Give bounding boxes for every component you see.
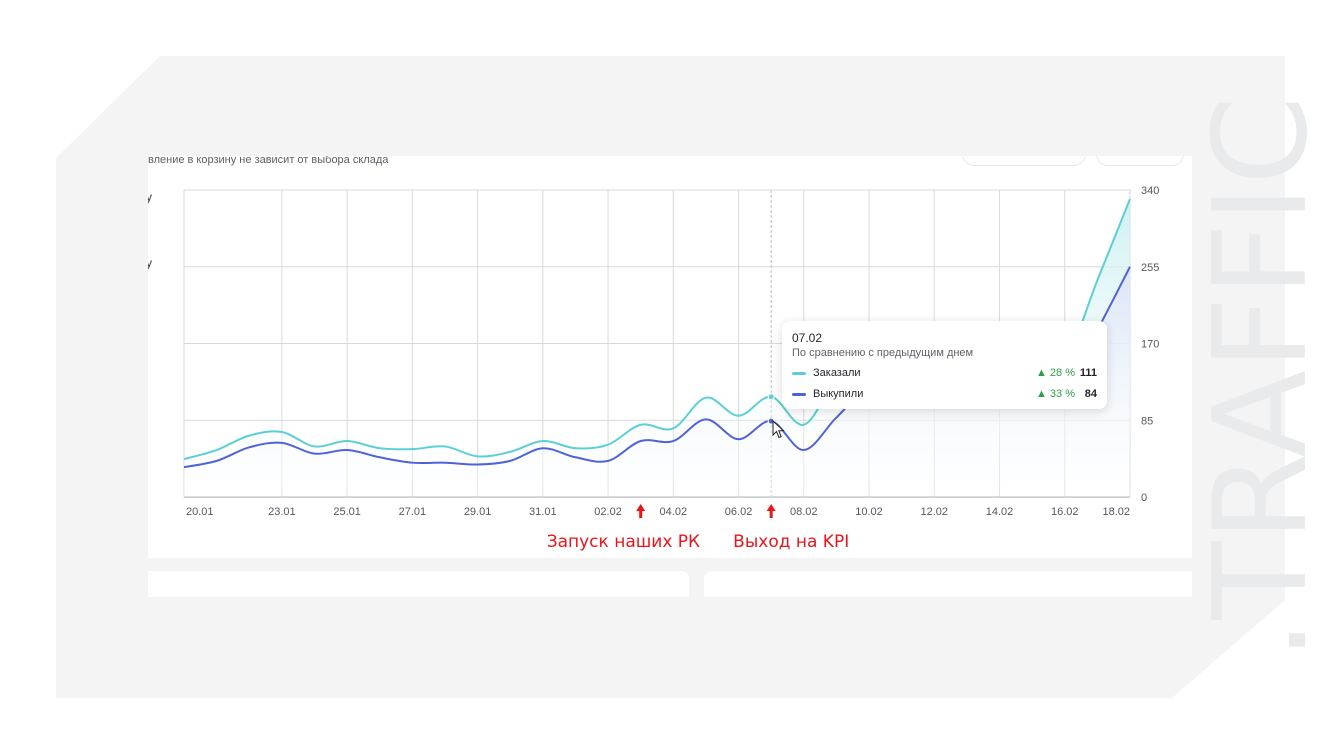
y-tick-label: 85 — [1141, 415, 1153, 427]
tooltip-date: 07.02 — [792, 331, 823, 345]
x-tick-label: 27.01 — [399, 506, 427, 518]
x-tick-label: 16.02 — [1051, 506, 1079, 518]
tooltip-row-label: Выкупили — [813, 388, 864, 400]
tooltip-row-bought: Выкупили ▲ 33 % 84 — [792, 387, 1097, 403]
bought-swatch — [792, 393, 806, 396]
y-tick-label: 340 — [1141, 185, 1159, 197]
x-tick-label: 10.02 — [855, 506, 883, 518]
x-tick-label: 06.02 — [725, 506, 753, 518]
chart-tooltip: 07.02 По сравнению с предыдущим днем Зак… — [782, 321, 1107, 409]
card-subtitle: вление в корзину не зависит от выбора ск… — [148, 156, 389, 166]
bottom-card-right — [704, 571, 1192, 597]
x-tick-label: 12.02 — [921, 506, 949, 518]
x-tick-label: 23.01 — [268, 506, 296, 518]
tooltip-subtitle: По сравнению с предыдущим днем — [792, 347, 974, 359]
bottom-card-left — [148, 571, 689, 597]
x-tick-label: 18.02 — [1102, 506, 1130, 518]
y-tick-label: 0 — [1141, 492, 1147, 504]
x-tick-label: 29.01 — [464, 506, 492, 518]
tooltip-row-label: Заказали — [813, 367, 861, 379]
y-tick-label: 170 — [1141, 339, 1159, 351]
x-tick-label: 02.02 — [594, 506, 622, 518]
x-tick-label: 20.01 — [186, 506, 214, 518]
y-tick-label: 255 — [1141, 262, 1159, 274]
x-tick-label: 14.02 — [986, 506, 1014, 518]
bought-series-area — [184, 266, 1130, 497]
tooltip-row-ordered: Заказали ▲ 28 % 111 — [792, 366, 1097, 382]
annotation-arrow-icon — [636, 504, 646, 518]
left-label-fragment-2: у — [148, 256, 152, 270]
ordered-swatch — [792, 372, 806, 375]
hover-point — [767, 393, 775, 401]
tooltip-row-value: 111 — [1079, 367, 1097, 379]
x-tick-label: 31.01 — [529, 506, 557, 518]
annotation-arrow-icon — [766, 504, 776, 518]
mouse-cursor-icon — [772, 420, 785, 439]
tooltip-row-change: ▲ 28 % — [1035, 367, 1075, 379]
x-tick-label: 04.02 — [660, 506, 688, 518]
annotation-label: Запуск наших РК — [547, 532, 700, 552]
left-label-fragment-1: у — [148, 190, 152, 204]
tooltip-row-change: ▲ 33 % — [1035, 388, 1075, 400]
annotation-label: Выход на KPI — [733, 532, 849, 552]
x-tick-label: 25.01 — [333, 506, 361, 518]
x-tick-label: 08.02 — [790, 506, 818, 518]
tooltip-row-value: 84 — [1084, 388, 1097, 400]
